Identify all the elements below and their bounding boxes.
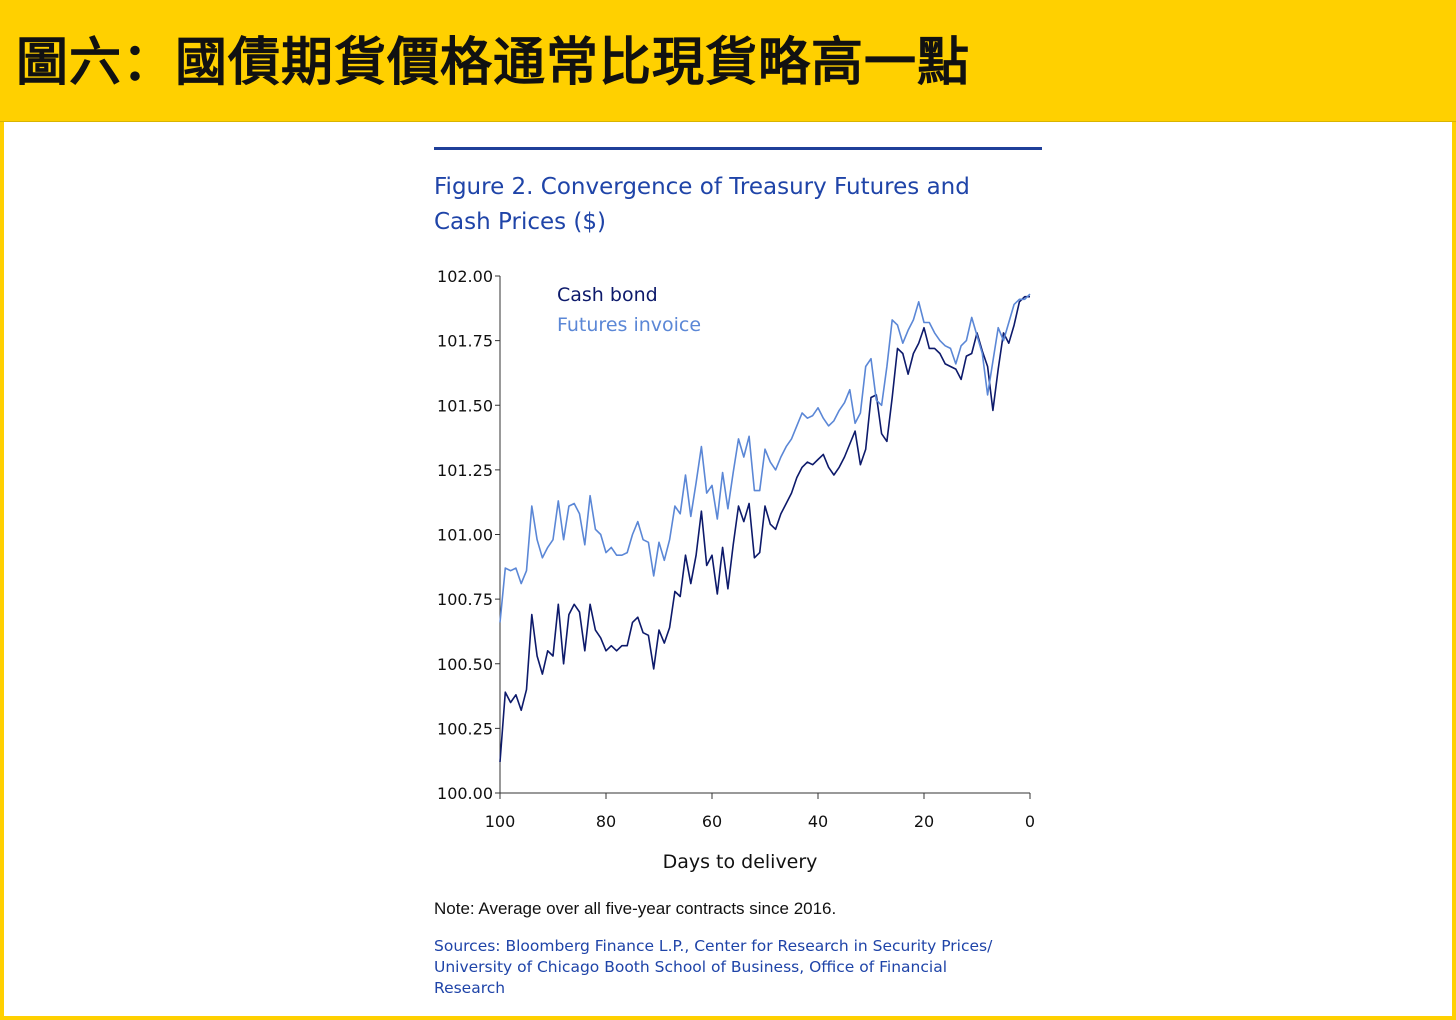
x-tick-label: 60 xyxy=(702,812,722,831)
sources-line-2: University of Chicago Booth School of Bu… xyxy=(434,958,947,976)
figure-title-line-1: Figure 2. Convergence of Treasury Future… xyxy=(434,174,970,200)
y-tick-label: 101.75 xyxy=(437,332,493,351)
figure-note: Note: Average over all five-year contrac… xyxy=(434,899,837,918)
x-tick-label: 40 xyxy=(808,812,828,831)
chart-ticks: 102.00 101.75 101.50 101.25 101.00 100.75 100.… xyxy=(437,267,1035,831)
figure-sources: Sources: Bloomberg Finance L.P., Center … xyxy=(434,936,1054,999)
legend-item-futures-invoice: Futures invoice xyxy=(557,314,701,336)
chart-series xyxy=(499,293,1031,763)
figure-title: Figure 2. Convergence of Treasury Future… xyxy=(434,170,1034,240)
y-tick-label: 101.50 xyxy=(437,396,493,415)
y-tick-label: 100.75 xyxy=(437,590,493,609)
chart-axes xyxy=(499,276,1030,794)
figure-top-rule xyxy=(434,147,1042,150)
legend-item-cash-bond: Cash bond xyxy=(557,284,658,306)
sources-line-1: Sources: Bloomberg Finance L.P., Center … xyxy=(434,937,993,955)
y-tick-label: 101.00 xyxy=(437,526,493,545)
figure-title-line-2: Cash Prices ($) xyxy=(434,209,607,235)
x-tick-label: 100 xyxy=(485,812,516,831)
series-line-futures-invoice xyxy=(499,293,1031,623)
series-line-cash-bond xyxy=(499,295,1030,763)
x-tick-label: 0 xyxy=(1025,812,1035,831)
page-title: 圖六：國債期貨價格通常比現貨略高一點 xyxy=(16,33,971,93)
x-tick-label: 20 xyxy=(914,812,934,831)
y-tick-label: 102.00 xyxy=(437,267,493,286)
y-tick-label: 101.25 xyxy=(437,461,493,480)
y-tick-label: 100.50 xyxy=(437,655,493,674)
x-axis-label: Days to delivery xyxy=(663,851,818,873)
y-tick-label: 100.25 xyxy=(437,719,493,738)
y-tick-label: 100.00 xyxy=(437,784,493,803)
header-banner: 圖六：國債期貨價格通常比現貨略高一點 xyxy=(0,0,1456,122)
x-tick-label: 80 xyxy=(596,812,616,831)
sources-line-3: Research xyxy=(434,979,506,997)
chart-legend: Cash bond Futures invoice xyxy=(557,284,701,336)
